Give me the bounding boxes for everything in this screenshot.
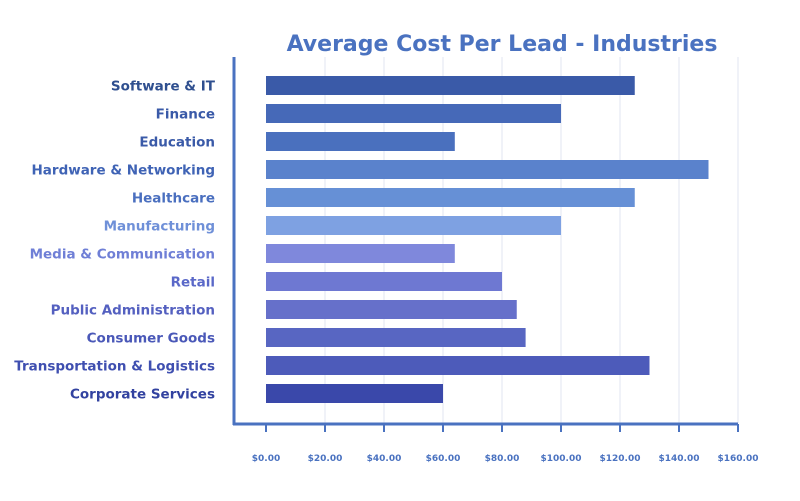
bar — [266, 244, 455, 263]
category-label: Consumer Goods — [87, 331, 215, 347]
x-tick-label: $40.00 — [367, 454, 402, 464]
x-tick-label: $100.00 — [541, 454, 582, 464]
chart-title: Average Cost Per Lead - Industries — [287, 32, 718, 57]
category-label: Manufacturing — [104, 219, 215, 235]
bar — [266, 356, 650, 375]
category-labels: Software & IT Finance Education Hardware & … — [14, 79, 216, 403]
bars — [266, 76, 709, 403]
bar — [266, 272, 502, 291]
x-tick-label: $20.00 — [308, 454, 343, 464]
x-tick-label: $0.00 — [252, 454, 280, 464]
category-label: Software & IT — [111, 79, 216, 95]
category-label: Hardware & Networking — [32, 163, 216, 179]
category-label: Public Administration — [51, 303, 215, 319]
bar — [266, 384, 443, 403]
x-tick-label: $140.00 — [659, 454, 700, 464]
x-tick-labels: $0.00 $20.00 $40.00 $60.00 $80.00 $100.00 $120… — [252, 454, 759, 464]
x-tick-label: $120.00 — [600, 454, 641, 464]
x-tick-label: $160.00 — [718, 454, 759, 464]
axes — [232, 57, 738, 426]
bar — [266, 188, 635, 207]
category-label: Finance — [156, 107, 215, 123]
category-label: Media & Communication — [30, 247, 215, 263]
bar — [266, 328, 526, 347]
bar — [266, 160, 709, 179]
bar — [266, 104, 561, 123]
category-label: Education — [139, 135, 215, 151]
bar — [266, 132, 455, 151]
x-tick-label: $80.00 — [485, 454, 520, 464]
bar — [266, 216, 561, 235]
category-label: Transportation & Logistics — [14, 359, 215, 375]
bar — [266, 300, 517, 319]
x-tick-marks — [265, 424, 739, 432]
category-label: Healthcare — [132, 191, 215, 207]
category-label: Corporate Services — [70, 387, 215, 403]
category-label: Retail — [171, 275, 215, 291]
bar — [266, 76, 635, 95]
x-tick-label: $60.00 — [426, 454, 461, 464]
